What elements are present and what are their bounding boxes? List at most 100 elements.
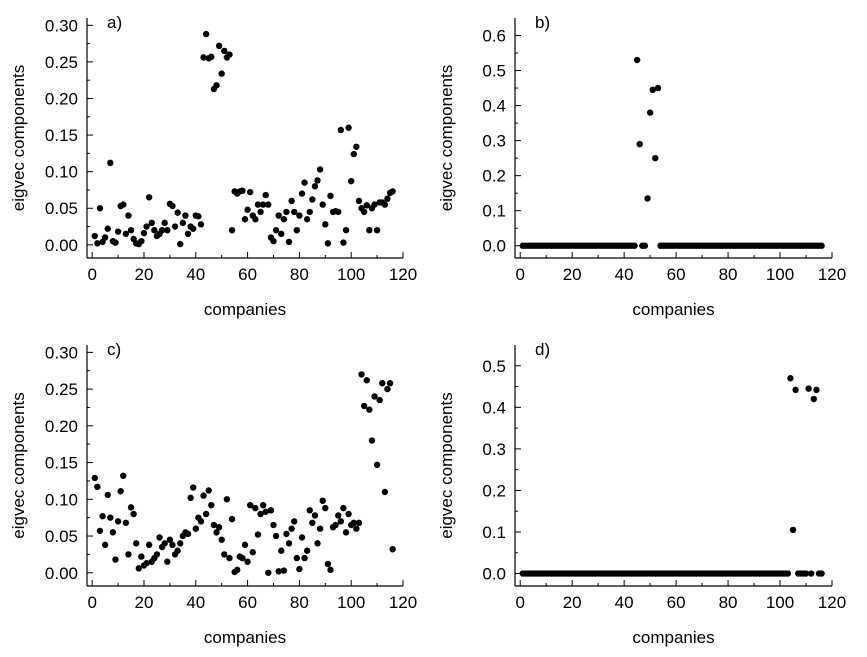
y-axis-title: eigvec components (9, 65, 28, 211)
data-point (239, 187, 246, 194)
data-point (265, 201, 272, 208)
y-tick-label: 0.5 (482, 357, 506, 376)
data-point (246, 188, 254, 196)
y-tick-label: 0.1 (482, 202, 506, 221)
x-tick-label: 80 (719, 265, 738, 284)
data-point (314, 540, 321, 547)
x-tick-label: 100 (766, 265, 794, 284)
y-tick-label: 0.2 (482, 481, 506, 500)
data-point (267, 507, 275, 514)
data-point (187, 494, 194, 502)
data-point (373, 461, 381, 468)
data-point (241, 541, 249, 549)
y-tick-label: 0.05 (45, 527, 78, 546)
y-axis-title: eigvec components (437, 392, 456, 538)
data-point (386, 380, 394, 387)
y-tick-label: 0.0 (482, 237, 506, 256)
data-point (381, 488, 389, 496)
data-point (353, 525, 360, 532)
panel-label: d) (535, 340, 550, 359)
data-point (189, 484, 197, 491)
data-point (275, 212, 282, 219)
data-point (161, 219, 168, 227)
x-tick-label: 40 (186, 265, 205, 284)
panel-b: 0 20 40 60 80 100 120 0.0 0.1 0.2 0.3 0.4 0.5 0.6 comp… (437, 13, 846, 319)
x-tick-label: 40 (615, 265, 634, 284)
data-point (145, 541, 153, 549)
data-point (252, 216, 259, 223)
data-point (117, 488, 124, 495)
data-point (384, 385, 391, 393)
data-point (384, 195, 391, 202)
data-point (389, 546, 396, 553)
data-point (99, 512, 106, 520)
data-point (293, 554, 301, 562)
data-point (654, 84, 662, 92)
data-point (127, 504, 135, 511)
data-point (197, 221, 205, 228)
data-point (358, 371, 365, 378)
data-point (644, 195, 651, 202)
y-tick-label: 0.00 (45, 564, 78, 583)
data-point (169, 541, 176, 549)
y-tick-label: 0.30 (45, 343, 78, 362)
data-point (140, 229, 148, 237)
data-point (309, 196, 316, 203)
y-tick-label: 0.30 (45, 16, 78, 35)
x-tick-label: 20 (135, 265, 154, 284)
data-point (298, 190, 306, 197)
data-point (818, 242, 825, 249)
data-point (366, 226, 373, 234)
data-point (151, 226, 158, 234)
data-point (327, 566, 334, 574)
data-point (347, 177, 355, 185)
data-point (200, 54, 207, 61)
data-point (306, 507, 313, 514)
data-point (311, 183, 319, 190)
data-point (285, 238, 293, 246)
data-point (303, 216, 311, 223)
data-point (197, 518, 205, 525)
y-tick-label: 0.15 (45, 126, 78, 145)
data-point (213, 529, 220, 536)
data-point (244, 558, 251, 565)
data-point (244, 206, 251, 213)
data-point (335, 512, 342, 519)
data-point (254, 201, 262, 208)
y-tick-label: 0.10 (45, 490, 78, 509)
data-point (174, 209, 181, 216)
data-point (189, 225, 197, 232)
x-tick-label: 100 (766, 593, 794, 612)
data-point (195, 213, 202, 220)
data-point (127, 226, 135, 234)
data-point (324, 240, 332, 247)
x-tick-label: 0 (515, 265, 524, 284)
x-tick-label: 100 (337, 593, 365, 612)
data-point (340, 504, 347, 512)
data-point (259, 201, 267, 208)
data-point (337, 126, 345, 134)
y-tick-label: 0.10 (45, 163, 78, 182)
data-point (218, 536, 225, 543)
data-point (158, 226, 166, 234)
y-tick-label: 0.00 (45, 236, 78, 255)
data-point (202, 30, 210, 38)
y-tick-label: 0.4 (482, 398, 506, 417)
data-point (91, 474, 98, 482)
y-tick-label: 0.25 (45, 380, 78, 399)
data-point (109, 529, 117, 536)
data-point (164, 226, 171, 234)
y-tick-label: 0.6 (482, 27, 506, 46)
x-tick-label: 100 (337, 265, 365, 284)
data-point (262, 508, 269, 515)
data-point (171, 223, 179, 230)
data-point (138, 553, 145, 560)
x-axis-title: companies (632, 300, 714, 319)
x-tick-label: 0 (87, 265, 96, 284)
data-point (246, 501, 254, 509)
data-point (298, 534, 306, 541)
panel-label: a) (107, 13, 122, 32)
x-tick-label: 40 (186, 593, 205, 612)
data-point (104, 491, 111, 499)
data-point (96, 527, 104, 535)
